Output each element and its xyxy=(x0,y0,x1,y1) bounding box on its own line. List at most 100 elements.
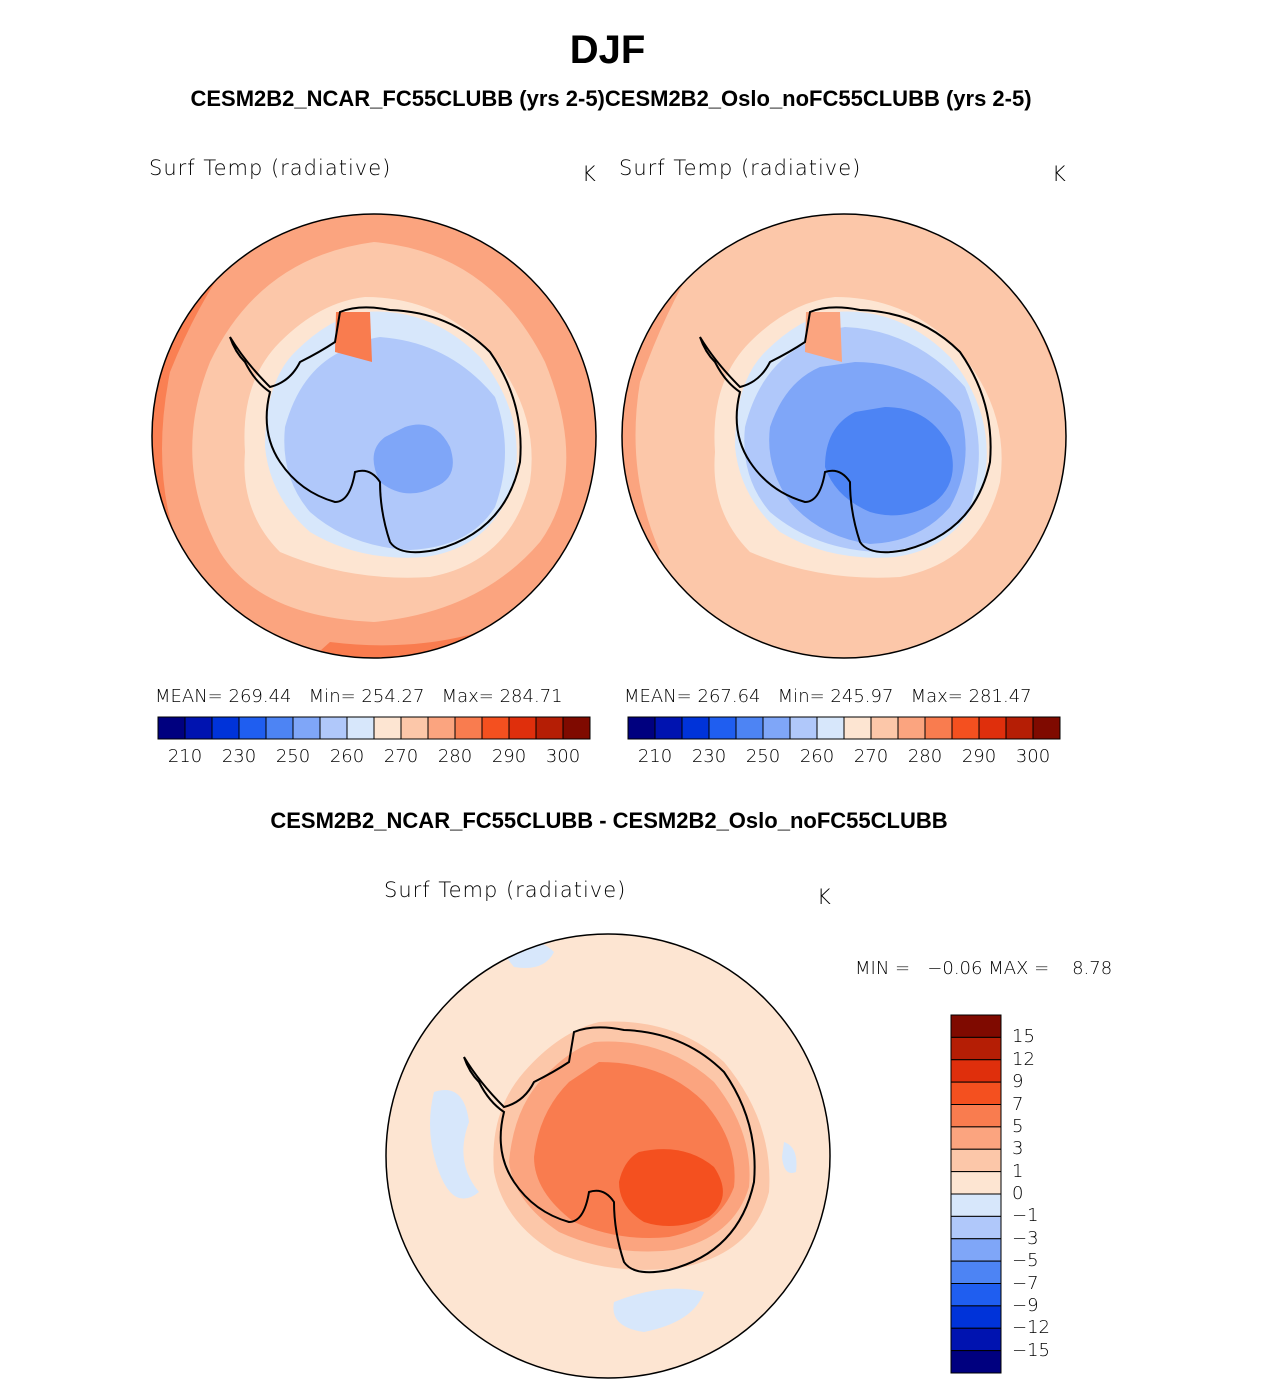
colorbar-swatch xyxy=(211,716,240,740)
antarctica-coastline xyxy=(463,1026,756,1274)
map-boundary xyxy=(385,933,831,1379)
colorbar-swatch xyxy=(950,1283,1002,1307)
left-unit-label: K xyxy=(582,162,596,186)
colorbar-swatch xyxy=(950,1350,1002,1374)
colorbar-swatch xyxy=(789,716,818,740)
right-unit-label: K xyxy=(1052,162,1066,186)
colorbar-swatch xyxy=(950,1104,1002,1128)
colorbar-tick-label: −12 xyxy=(1012,1317,1050,1339)
colorbar-swatch xyxy=(535,716,564,740)
colorbar-swatch xyxy=(950,1238,1002,1262)
left-max-value: 284.71 xyxy=(499,686,563,707)
difference-polar-map xyxy=(385,933,831,1379)
right-colorbar-ticks: 210 230 250 260 270 280 290 300 xyxy=(627,746,1061,770)
colorbar-swatch xyxy=(950,1193,1002,1217)
left-max-label: Max= xyxy=(441,686,494,707)
colorbar-tick-label: 260 xyxy=(799,746,835,767)
colorbar-swatch xyxy=(184,716,213,740)
colorbar-swatch xyxy=(508,716,537,740)
colorbar-tick-label: 270 xyxy=(853,746,889,767)
cool-patch-3 xyxy=(613,1288,704,1332)
colorbar-tick-label: −1 xyxy=(1012,1205,1039,1227)
colorbar-swatch xyxy=(265,716,294,740)
colorbar-tick-label: 210 xyxy=(167,746,203,767)
left-stats: MEAN= 269.44 Min= 254.27 Max= 284.71 xyxy=(155,686,563,707)
left-colorbar-ticks: 210 230 250 260 270 280 290 300 xyxy=(157,746,591,770)
antarctica-coastline xyxy=(699,306,992,554)
colorbar-swatch xyxy=(816,716,845,740)
colorbar-tick-label: 270 xyxy=(383,746,419,767)
colorbar-tick-label: 15 xyxy=(1012,1026,1035,1048)
colorbar-swatch xyxy=(843,716,872,740)
diff-max-value: 8.78 xyxy=(1072,958,1113,979)
right-min-value: 245.97 xyxy=(830,686,894,707)
cool-patch-4 xyxy=(782,1142,797,1173)
colorbar-swatch xyxy=(319,716,348,740)
colorbar-swatch xyxy=(762,716,791,740)
colorbar-swatch xyxy=(735,716,764,740)
figure-title: DJF xyxy=(569,28,646,72)
colorbar-swatch xyxy=(481,716,510,740)
coldest-plateau xyxy=(825,407,953,516)
colorbar-swatch xyxy=(924,716,953,740)
right-min-label: Min= xyxy=(777,686,825,707)
colorbar-swatch xyxy=(627,716,656,740)
diff-min-label: MIN = xyxy=(855,958,911,979)
map-boundary xyxy=(621,213,1067,659)
colorbar-tick-label: −9 xyxy=(1012,1294,1039,1316)
left-min-value: 254.27 xyxy=(361,686,425,707)
colorbar-swatch xyxy=(400,716,429,740)
figure-subtitle: CESM2B2_NCAR_FC55CLUBB (yrs 2-5)CESM2B2_… xyxy=(190,86,1032,111)
colorbar-swatch xyxy=(157,716,186,740)
colorbar-swatch xyxy=(654,716,683,740)
colorbar-swatch xyxy=(1005,716,1034,740)
colorbar-tick-label: 300 xyxy=(545,746,581,767)
left-polar-map xyxy=(151,213,597,659)
colorbar-tick-label: 300 xyxy=(1015,746,1051,767)
colorbar-tick-label: 290 xyxy=(961,746,997,767)
diff-min-max: MIN = −0.06 MAX = 8.78 xyxy=(855,958,1112,979)
colorbar-tick-label: −3 xyxy=(1012,1227,1039,1249)
colorbar-tick-label: 290 xyxy=(491,746,527,767)
colorbar-tick-label: 9 xyxy=(1012,1071,1024,1093)
colorbar-swatch xyxy=(950,1059,1002,1083)
colorbar-swatch xyxy=(950,1260,1002,1284)
colorbar-swatch xyxy=(681,716,710,740)
colorbar-swatch xyxy=(950,1126,1002,1150)
colorbar-tick-label: 260 xyxy=(329,746,365,767)
left-mean-label: MEAN= xyxy=(155,686,223,707)
warm-peninsula-patch xyxy=(805,312,842,362)
colorbar-swatch xyxy=(950,1148,1002,1173)
colorbar-swatch xyxy=(292,716,321,740)
diff-max-label: MAX = xyxy=(988,958,1050,979)
colorbar-swatch xyxy=(950,1036,1002,1061)
colorbar-swatch xyxy=(427,716,456,740)
right-mean-label: MEAN= xyxy=(624,686,692,707)
colorbar-swatch xyxy=(870,716,899,740)
colorbar-swatch xyxy=(373,716,402,740)
left-min-label: Min= xyxy=(308,686,356,707)
right-max-value: 281.47 xyxy=(968,686,1032,707)
colorbar-swatch xyxy=(562,716,591,740)
colorbar-tick-label: −15 xyxy=(1012,1339,1050,1361)
colorbar-tick-label: 250 xyxy=(275,746,311,767)
diff-min-value: −0.06 xyxy=(927,958,983,979)
right-colorbar xyxy=(627,716,1061,740)
colorbar-swatch xyxy=(950,1014,1002,1038)
colorbar-tick-label: 1 xyxy=(1012,1160,1024,1182)
right-max-label: Max= xyxy=(910,686,963,707)
left-mean-value: 269.44 xyxy=(228,686,292,707)
colorbar-swatch xyxy=(454,716,483,740)
colorbar-swatch xyxy=(238,716,267,740)
colorbar-swatch xyxy=(978,716,1007,740)
coldest-plateau xyxy=(373,424,453,494)
colorbar-swatch xyxy=(950,1171,1002,1195)
right-polar-map xyxy=(621,213,1067,659)
colorbar-tick-label: 3 xyxy=(1012,1138,1024,1160)
diff-unit-label: K xyxy=(817,885,831,909)
colorbar-swatch xyxy=(950,1305,1002,1329)
colorbar-tick-label: 5 xyxy=(1012,1115,1024,1137)
colorbar-swatch xyxy=(950,1081,1002,1105)
antarctica-coastline xyxy=(229,306,522,554)
colorbar-swatch xyxy=(346,716,375,740)
